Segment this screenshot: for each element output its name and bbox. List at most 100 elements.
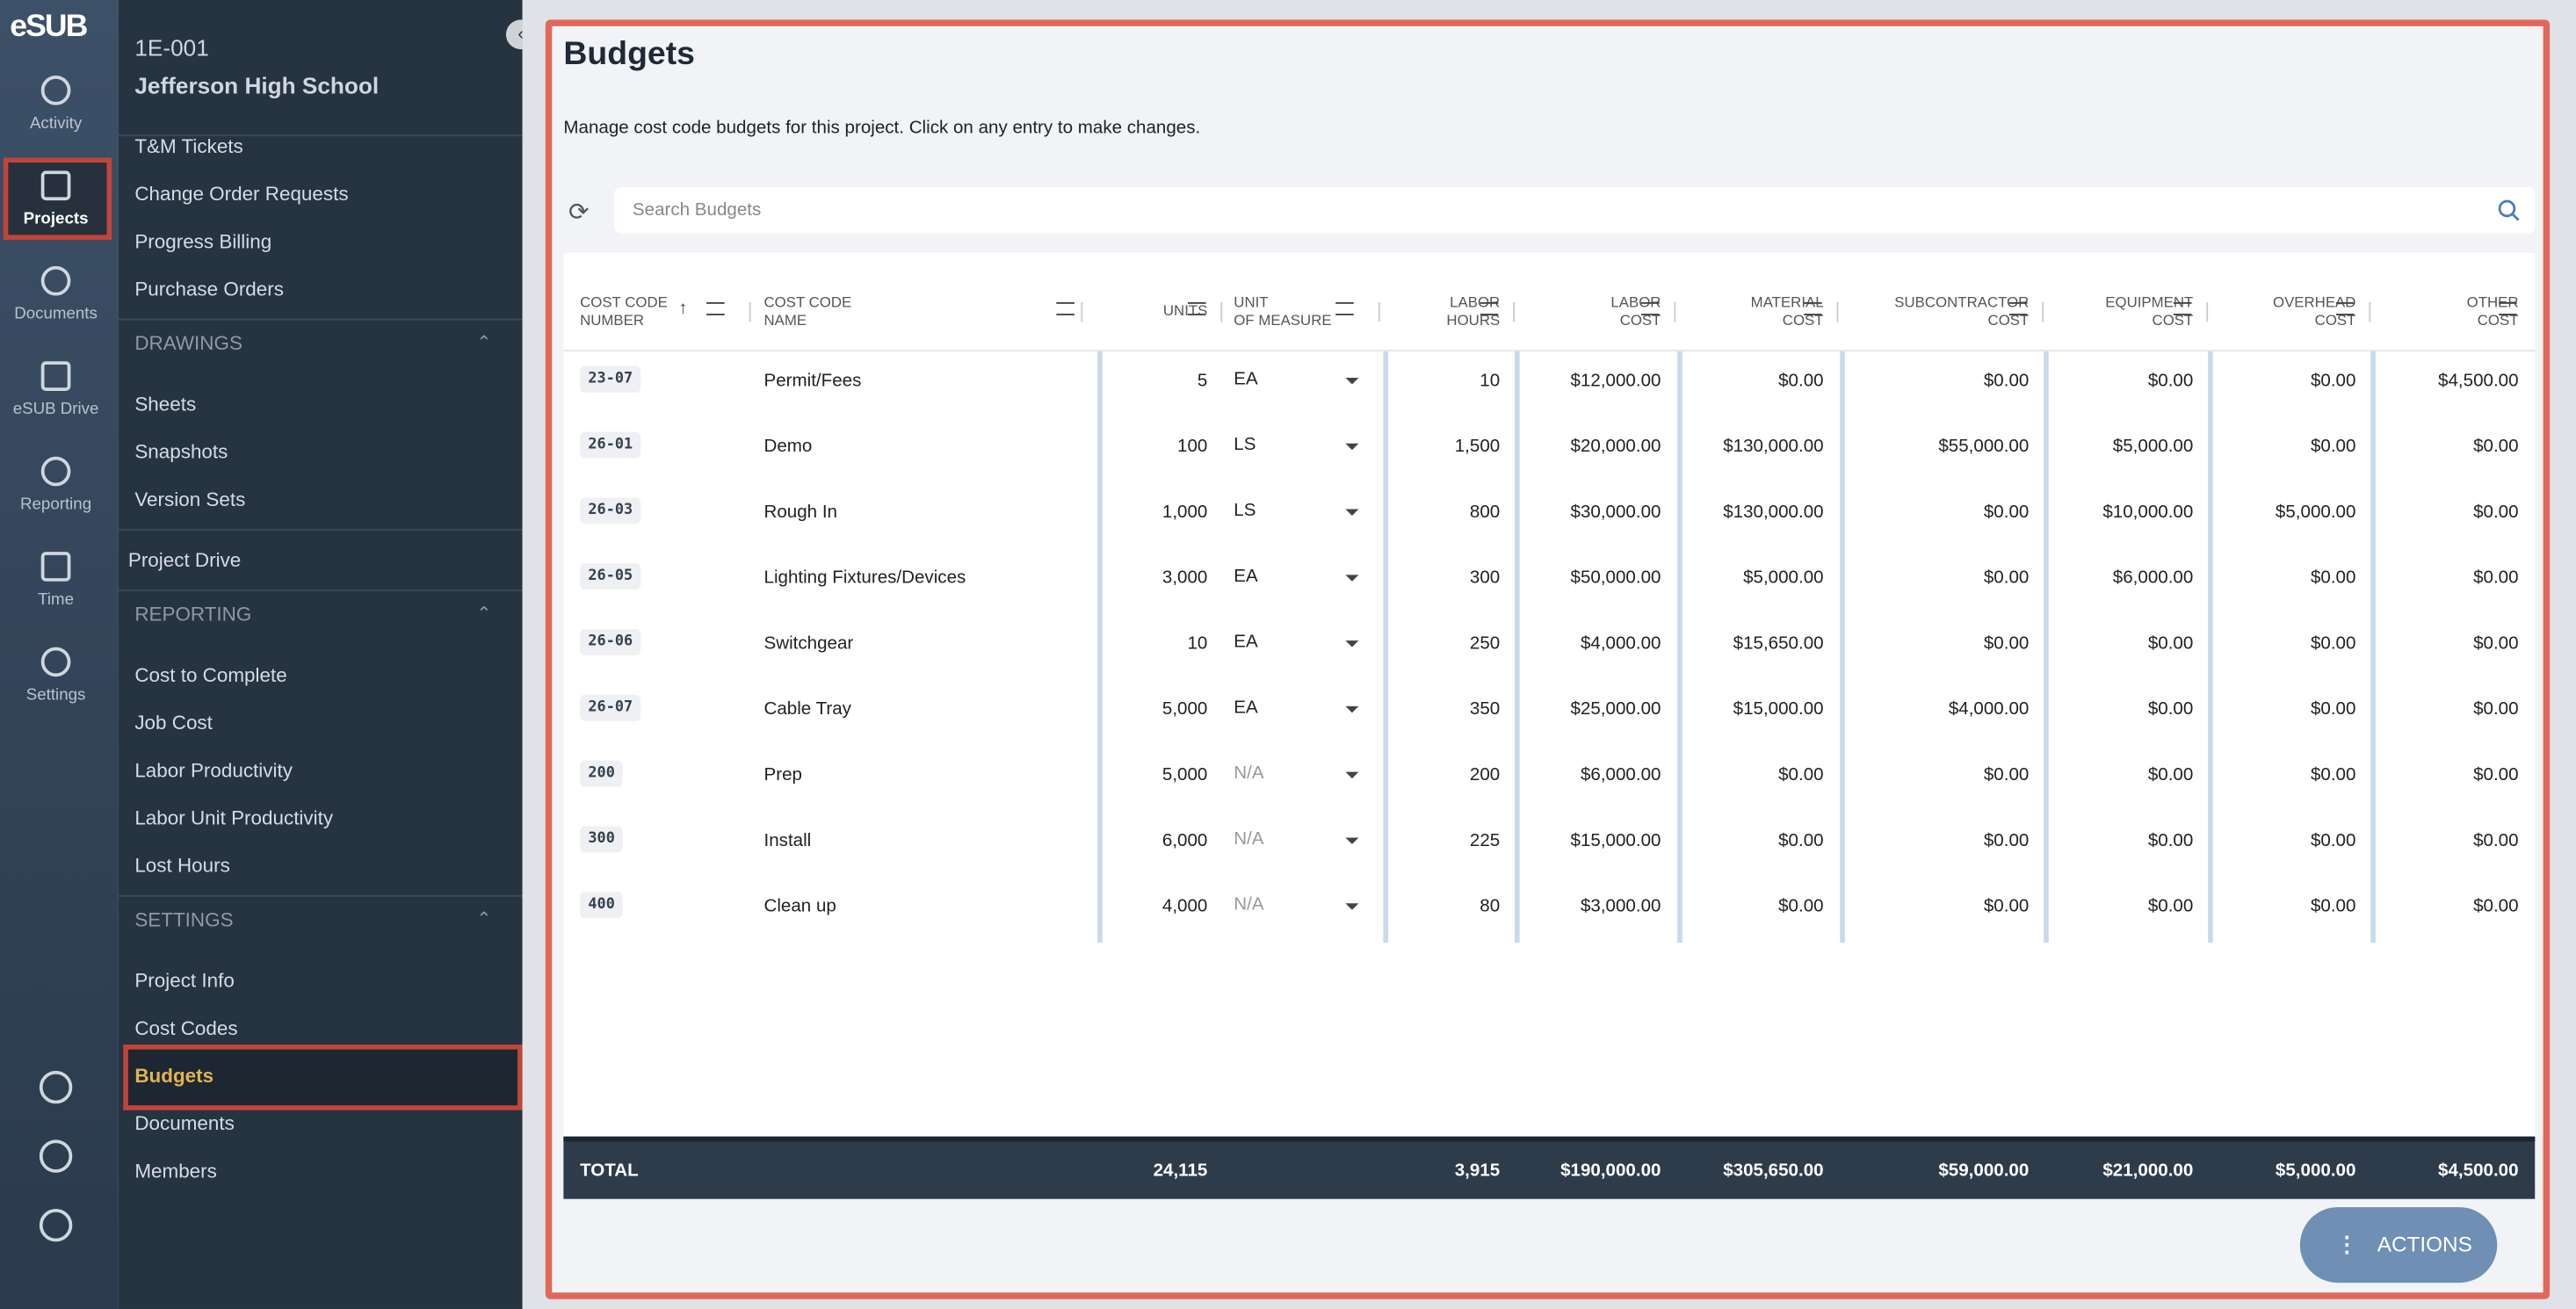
table-cell[interactable]: $0.00: [2147, 896, 2194, 917]
column-header[interactable]: UNIT OF MEASURE: [1234, 294, 1331, 330]
sidebar-item[interactable]: Snapshots: [134, 440, 228, 464]
dropdown-caret[interactable]: [1345, 575, 1359, 582]
table-cell[interactable]: $5,000.00: [2112, 437, 2194, 457]
table-cell[interactable]: $0.00: [1778, 371, 1824, 391]
table-cell[interactable]: $0.00: [2473, 633, 2519, 654]
sort-icon[interactable]: ↑: [678, 299, 688, 319]
sidebar-item[interactable]: Budgets: [134, 1064, 214, 1088]
filter-icon[interactable]: [706, 301, 725, 315]
table-cell[interactable]: $0.00: [2310, 633, 2356, 654]
cost-code-chip[interactable]: 23-07: [580, 365, 641, 393]
table-cell[interactable]: Prep: [763, 765, 802, 785]
uom-select[interactable]: EA: [1234, 369, 1258, 390]
rail-utility-icon[interactable]: [39, 1208, 73, 1242]
cost-code-chip[interactable]: 26-05: [580, 563, 641, 590]
table-cell[interactable]: 1,500: [1454, 437, 1501, 457]
dropdown-caret[interactable]: [1345, 771, 1359, 779]
filter-icon[interactable]: [1641, 301, 1660, 315]
table-cell[interactable]: Lighting Fixtures/Devices: [763, 568, 966, 589]
table-cell[interactable]: Permit/Fees: [763, 371, 862, 391]
sidebar-item[interactable]: Purchase Orders: [134, 277, 284, 301]
table-cell[interactable]: $0.00: [1778, 830, 1824, 851]
dropdown-caret[interactable]: [1345, 377, 1359, 385]
section-toggle[interactable]: ⌃: [476, 909, 492, 930]
uom-select[interactable]: N/A: [1234, 894, 1264, 915]
uom-select[interactable]: LS: [1234, 435, 1256, 455]
column-header[interactable]: OTHER COST: [2421, 294, 2519, 330]
dropdown-caret[interactable]: [1345, 443, 1359, 451]
table-cell[interactable]: Demo: [763, 437, 813, 457]
column-header[interactable]: EQUIPMENT COST: [2095, 294, 2193, 330]
dropdown-caret[interactable]: [1345, 640, 1359, 647]
table-cell[interactable]: $15,650.00: [1733, 633, 1824, 654]
cost-code-chip[interactable]: 200: [580, 760, 624, 787]
column-header[interactable]: OVERHEAD COST: [2259, 294, 2355, 330]
sidebar-item[interactable]: T&M Tickets: [134, 134, 243, 158]
filter-icon[interactable]: [1335, 301, 1354, 315]
table-cell[interactable]: Cable Tray: [763, 699, 851, 720]
table-cell[interactable]: 1,000: [1161, 503, 1208, 523]
table-cell[interactable]: 3,000: [1161, 568, 1208, 589]
table-cell[interactable]: $12,000.00: [1570, 371, 1661, 391]
filter-icon[interactable]: [2335, 301, 2355, 315]
column-header[interactable]: LABOR HOURS: [1434, 294, 1500, 330]
section-toggle[interactable]: ⌃: [476, 333, 492, 353]
section-toggle[interactable]: ⌃: [476, 604, 492, 625]
table-cell[interactable]: 800: [1469, 503, 1501, 523]
column-header[interactable]: COST CODE NUMBER: [580, 294, 668, 330]
rail-label[interactable]: Time: [38, 591, 74, 610]
table-cell[interactable]: 4,000: [1161, 896, 1208, 917]
table-cell[interactable]: $0.00: [1983, 503, 2030, 523]
table-cell[interactable]: $4,000.00: [1580, 633, 1661, 654]
sidebar-item[interactable]: Labor Productivity: [134, 758, 293, 782]
sidebar-item[interactable]: Labor Unit Productivity: [134, 806, 334, 830]
table-cell[interactable]: $0.00: [2310, 830, 2356, 851]
table-cell[interactable]: $0.00: [2147, 830, 2194, 851]
table-cell[interactable]: Install: [763, 830, 812, 851]
sidebar-item[interactable]: Sheets: [134, 392, 197, 416]
table-cell[interactable]: Clean up: [763, 896, 836, 917]
table-cell[interactable]: $0.00: [2473, 503, 2519, 523]
table-cell[interactable]: $0.00: [1778, 765, 1824, 785]
table-cell[interactable]: $0.00: [1983, 633, 2030, 654]
sidebar-item[interactable]: Lost Hours: [134, 854, 230, 878]
table-cell[interactable]: $0.00: [2473, 896, 2519, 917]
table-cell[interactable]: $0.00: [1983, 896, 2030, 917]
filter-icon[interactable]: [1480, 301, 1499, 315]
cost-code-chip[interactable]: 26-06: [580, 629, 641, 655]
table-cell[interactable]: $6,000.00: [1580, 765, 1661, 785]
table-cell[interactable]: $55,000.00: [1938, 437, 2030, 457]
table-cell[interactable]: $0.00: [1778, 896, 1824, 917]
dropdown-caret[interactable]: [1345, 509, 1359, 517]
actions-button[interactable]: ⋮ ACTIONS: [2299, 1207, 2498, 1284]
table-cell[interactable]: 5,000: [1161, 699, 1208, 720]
table-cell[interactable]: $0.00: [1983, 568, 2030, 589]
table-cell[interactable]: 80: [1480, 896, 1501, 917]
table-cell[interactable]: 350: [1469, 699, 1501, 720]
refresh-button[interactable]: ⟳: [568, 199, 590, 227]
uom-select[interactable]: EA: [1234, 566, 1258, 587]
sidebar-item[interactable]: Cost Codes: [134, 1016, 238, 1040]
table-cell[interactable]: $0.00: [2473, 568, 2519, 589]
cost-code-chip[interactable]: 26-07: [580, 694, 641, 721]
table-cell[interactable]: $0.00: [2310, 371, 2356, 391]
collapse-button[interactable]: ‹: [505, 19, 523, 50]
table-cell[interactable]: Rough In: [763, 503, 838, 523]
table-cell[interactable]: $0.00: [2310, 699, 2356, 720]
column-header[interactable]: MATERIAL COST: [1728, 294, 1824, 330]
table-cell[interactable]: 225: [1469, 830, 1501, 851]
table-cell[interactable]: 250: [1469, 633, 1501, 654]
table-cell[interactable]: 100: [1177, 437, 1208, 457]
rail-label[interactable]: Settings: [25, 686, 86, 705]
table-cell[interactable]: 10: [1480, 371, 1501, 391]
rail-label[interactable]: Reporting: [20, 495, 92, 515]
table-cell[interactable]: $0.00: [2147, 699, 2194, 720]
column-header[interactable]: SUBCONTRACTOR COST: [1891, 294, 2029, 330]
filter-icon[interactable]: [2173, 301, 2192, 315]
sidebar-item[interactable]: Progress Billing: [134, 229, 272, 253]
table-cell[interactable]: $0.00: [2147, 633, 2194, 654]
rail-label[interactable]: Activity: [29, 114, 83, 134]
uom-select[interactable]: LS: [1234, 501, 1256, 521]
table-cell[interactable]: $0.00: [2473, 437, 2519, 457]
table-cell[interactable]: 5,000: [1161, 765, 1208, 785]
